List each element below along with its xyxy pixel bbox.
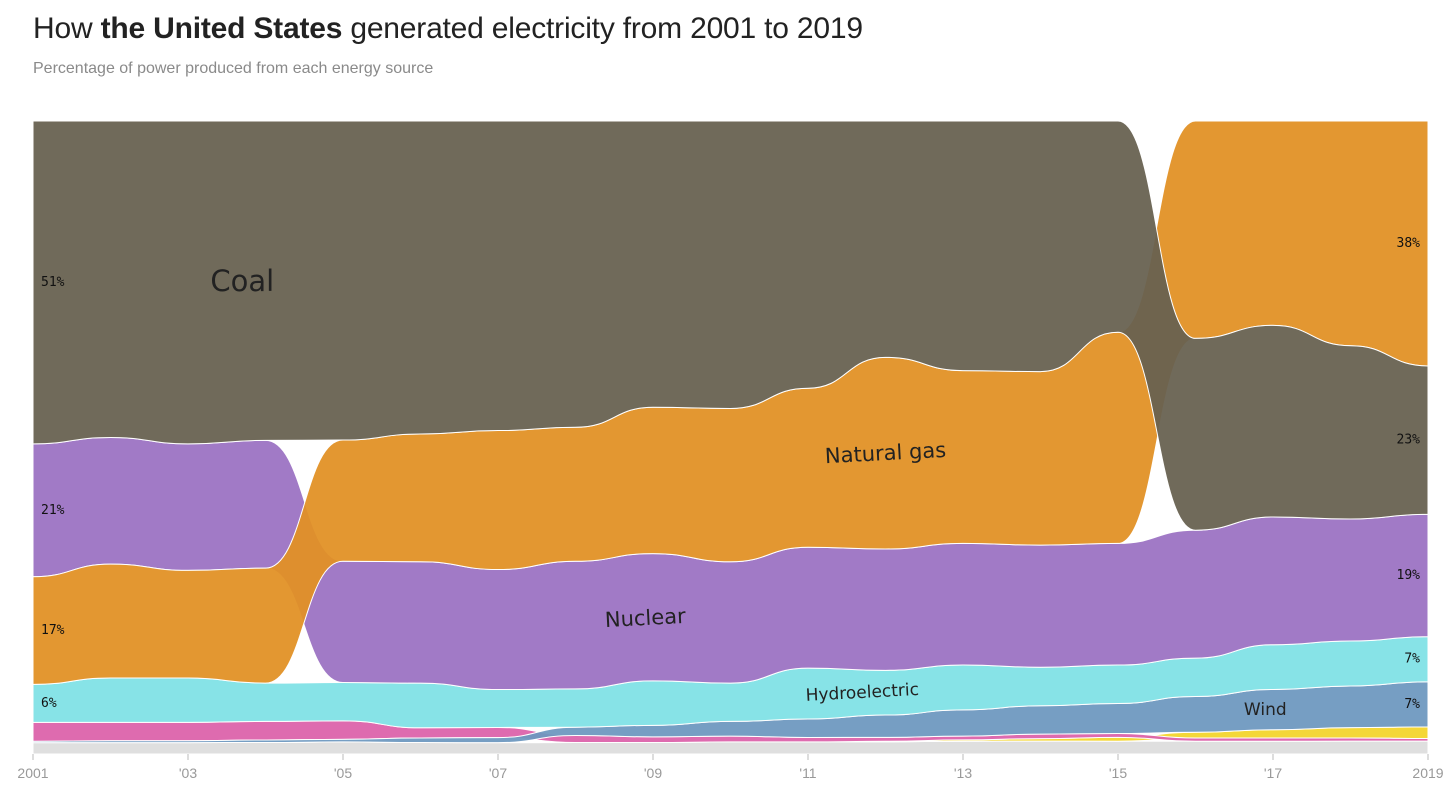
end-label-coal: 23%: [1397, 433, 1421, 448]
band-coal: [32, 120, 1429, 531]
end-label-nuclear: 19%: [1397, 568, 1421, 583]
x-tick-label: 2001: [17, 765, 48, 781]
title-prefix: How: [33, 12, 101, 45]
band-series-7: [32, 740, 1429, 755]
x-tick-label: '13: [954, 765, 972, 781]
x-tick-label: '05: [334, 765, 352, 781]
band-label-nuclear: Nuclear: [604, 604, 686, 632]
start-label-hydroelectric: 6%: [41, 696, 57, 711]
x-tick-label: '07: [489, 765, 507, 781]
chart-title: How the United States generated electric…: [33, 12, 863, 46]
title-suffix: generated electricity from 2001 to 2019: [342, 12, 863, 45]
x-tick-label: '11: [799, 765, 816, 781]
band-label-wind: Wind: [1244, 700, 1287, 720]
start-label-coal: 51%: [41, 275, 65, 290]
x-tick-label: '03: [179, 765, 197, 781]
x-tick-label: '15: [1109, 765, 1127, 781]
x-tick-label: 2019: [1412, 765, 1443, 781]
title-place: the United States: [100, 12, 343, 45]
chart-subtitle: Percentage of power produced from each e…: [33, 60, 434, 77]
chart-bands: [32, 120, 1429, 755]
end-label-hydroelectric: 7%: [1404, 652, 1420, 667]
x-tick-label: '17: [1264, 765, 1282, 781]
x-axis: 2001 '03 '05 '07 '09 '11 '13 '15 '17 2019: [17, 754, 1444, 781]
start-label-natural-gas: 17%: [41, 623, 65, 638]
x-tick-label: '09: [644, 765, 662, 781]
band-label-coal: Coal: [210, 264, 274, 298]
end-label-natural-gas: 38%: [1397, 236, 1421, 251]
start-label-nuclear: 21%: [41, 503, 65, 518]
end-label-wind: 7%: [1404, 697, 1420, 712]
